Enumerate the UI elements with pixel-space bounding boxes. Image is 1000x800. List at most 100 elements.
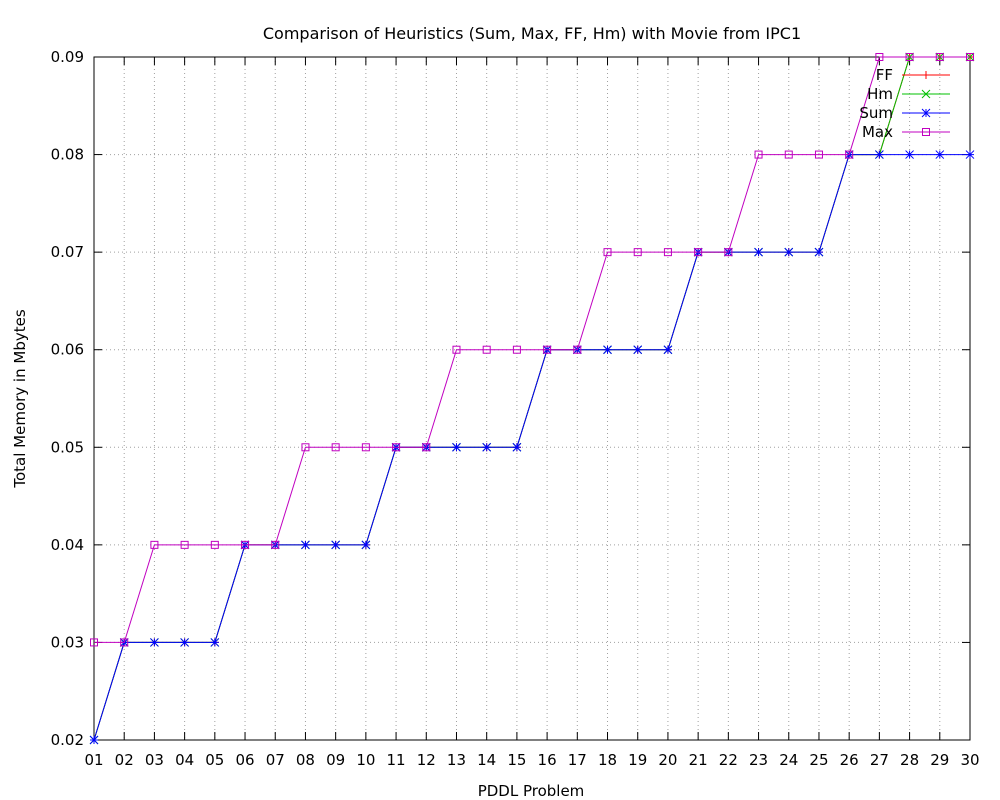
- data-point-max: [724, 248, 733, 257]
- data-point-max: [301, 443, 310, 452]
- data-point-max: [120, 638, 129, 647]
- y-axis-title: Total Memory in Mbytes: [11, 309, 29, 488]
- data-point-sum: [512, 442, 522, 452]
- data-point-max: [573, 345, 582, 354]
- x-tick-label: 02: [115, 751, 134, 769]
- x-tick-label: 26: [840, 751, 859, 769]
- data-point-sum: [603, 345, 612, 355]
- data-point-sum: [301, 540, 310, 550]
- data-point-max: [271, 540, 280, 549]
- legend-entry-max: Max: [862, 123, 950, 141]
- x-tick-label: 05: [205, 751, 224, 769]
- data-point-max: [331, 443, 340, 452]
- x-tick-label: 17: [568, 751, 587, 769]
- data-point-sum: [754, 247, 763, 257]
- x-tick-label: 01: [84, 751, 103, 769]
- plot-frame: [93, 56, 971, 741]
- y-tick-label: 0.04: [51, 536, 84, 554]
- x-tick-label: 25: [809, 751, 828, 769]
- x-tick-label: 18: [598, 751, 617, 769]
- chart-title: Comparison of Heuristics (Sum, Max, FF, …: [263, 24, 801, 43]
- data-point-max: [966, 53, 974, 61]
- data-point-sum: [180, 638, 189, 647]
- x-tick-label: 27: [870, 751, 889, 769]
- x-tick-label: 28: [900, 751, 919, 769]
- legend-label-hm: Hm: [867, 85, 893, 103]
- x-tick-label: 03: [145, 751, 164, 769]
- data-point-sum: [331, 540, 341, 550]
- x-tick-label: 08: [296, 751, 315, 769]
- data-point-max: [512, 345, 521, 354]
- data-point-sum: [150, 638, 159, 647]
- data-point-max: [361, 443, 370, 452]
- x-tick-label: 09: [326, 751, 345, 769]
- x-tick-label: 16: [538, 751, 557, 769]
- data-point-sum: [361, 540, 371, 550]
- series-max: [90, 53, 974, 647]
- data-point-sum: [875, 150, 884, 159]
- x-tick-label: 20: [658, 751, 677, 769]
- data-point-sum: [814, 247, 824, 257]
- data-point-sum: [935, 150, 945, 159]
- data-point-sum: [784, 247, 794, 257]
- data-point-max: [784, 150, 793, 159]
- x-tick-label: 04: [175, 751, 194, 769]
- y-tick-label: 0.06: [51, 341, 84, 359]
- x-tick-label: 23: [749, 751, 768, 769]
- legend-marker-ff: [922, 71, 930, 79]
- x-tick-label: 14: [477, 751, 496, 769]
- x-tick-label: 13: [447, 751, 466, 769]
- data-point-sum: [89, 735, 99, 745]
- data-point-max: [845, 150, 854, 159]
- y-tick-label: 0.02: [51, 731, 84, 749]
- axis-ticks: 0.02 0.03 0.04 0.05 0.06 0.07 0.08 0.09 01 02 03 04…: [51, 48, 980, 769]
- x-tick-label: 24: [779, 751, 798, 769]
- data-point-max: [422, 443, 431, 452]
- series-group: [89, 52, 975, 745]
- data-point-sum: [965, 150, 975, 159]
- legend-entry-hm: Hm: [867, 85, 950, 103]
- x-tick-label: 11: [387, 751, 406, 769]
- legend-label-sum: Sum: [859, 104, 893, 122]
- legend-entry-ff: FF: [876, 66, 950, 84]
- y-tick-label: 0.07: [51, 243, 84, 261]
- data-point-sum: [452, 442, 461, 452]
- data-point-max: [694, 248, 703, 257]
- x-tick-label: 21: [689, 751, 708, 769]
- x-tick-label: 07: [266, 751, 285, 769]
- data-point-max: [875, 53, 884, 61]
- y-tick-label: 0.09: [51, 48, 84, 66]
- data-point-max: [392, 443, 401, 452]
- x-axis-title: PDDL Problem: [478, 782, 585, 800]
- x-tick-label: 10: [356, 751, 375, 769]
- data-point-max: [452, 345, 461, 354]
- data-point-max: [663, 248, 672, 257]
- x-tick-label: 12: [417, 751, 436, 769]
- data-point-max: [754, 150, 763, 159]
- x-tick-label: 06: [235, 751, 254, 769]
- data-point-sum: [663, 345, 673, 355]
- data-point-sum: [482, 442, 492, 452]
- data-point-sum: [633, 345, 643, 355]
- y-tick-label: 0.03: [51, 633, 84, 651]
- data-point-max: [814, 150, 823, 159]
- y-tick-label: 0.05: [51, 438, 84, 456]
- data-point-max: [905, 53, 914, 61]
- data-point-sum: [905, 150, 914, 159]
- legend-label-max: Max: [862, 123, 893, 141]
- x-tick-label: 30: [960, 751, 979, 769]
- series-line-sum: [93, 154, 970, 741]
- legend-marker-sum: [921, 108, 931, 118]
- x-tick-label: 15: [507, 751, 526, 769]
- data-point-max: [482, 345, 491, 354]
- legend-marker-hm: [921, 89, 931, 99]
- data-point-sum: [210, 638, 220, 647]
- x-tick-label: 19: [628, 751, 647, 769]
- x-tick-label: 22: [719, 751, 738, 769]
- legend-label-ff: FF: [876, 66, 893, 84]
- x-tick-label: 29: [930, 751, 949, 769]
- data-point-max: [180, 540, 189, 549]
